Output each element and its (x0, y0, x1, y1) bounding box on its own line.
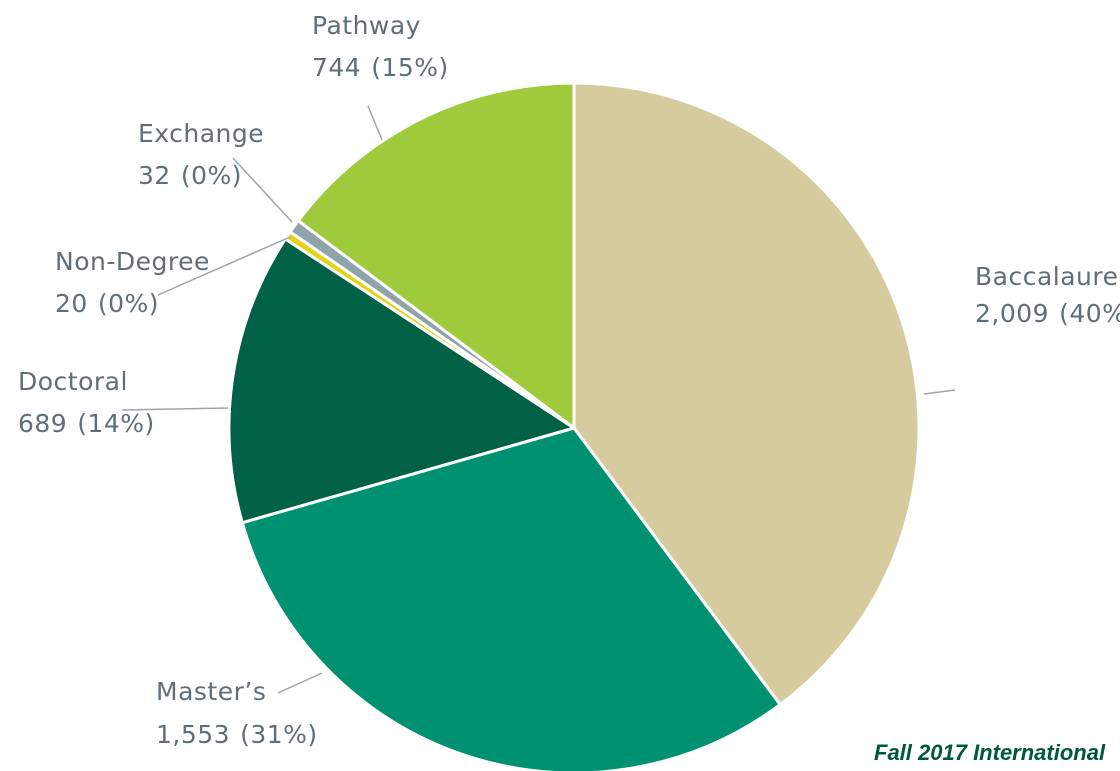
slice-value-percent: (0%) (98, 289, 159, 318)
slice-value-exchange: 32 (0%) (138, 161, 242, 190)
slice-label-exchange: Exchange (138, 119, 264, 148)
leader-lines (121, 105, 956, 694)
slice-value-doctoral: 689 (14%) (18, 409, 155, 438)
pie-slice-pathway (296, 81, 576, 430)
leader-line-pathway (367, 105, 383, 141)
slice-value-non-degree: 20 (0%) (55, 289, 159, 318)
slice-value-percent: (31%) (240, 720, 318, 749)
pie-slice-master-s (240, 426, 782, 771)
slice-value-percent: (15%) (371, 53, 449, 82)
slice-value-number: 32 (138, 161, 171, 190)
leader-line-exchange (232, 157, 293, 223)
slice-value-number: 2,009 (975, 299, 1049, 328)
leader-line-master-s (277, 672, 323, 694)
slice-label-master-s: Master’s (156, 677, 266, 706)
slice-value-number: 689 (18, 409, 67, 438)
slice-value-number: 20 (55, 289, 88, 318)
slice-value-percent: (14%) (77, 409, 155, 438)
slice-labels: Baccalaureate 2,009 (40%) Master’s 1,553 (31%… (18, 11, 1120, 749)
leader-line-non-degree (157, 236, 291, 296)
leader-line-doctoral (121, 407, 229, 411)
slice-value-percent: (0%) (181, 161, 242, 190)
chart-caption: Fall 2017 International (874, 740, 1106, 765)
slice-value-pathway: 744 (15%) (312, 53, 449, 82)
pie-slices (227, 81, 921, 771)
slice-label-pathway: Pathway (312, 11, 421, 40)
leader-line-baccalaureate (923, 389, 956, 395)
slice-label-doctoral: Doctoral (18, 367, 128, 396)
slice-value-baccalaureate: 2,009 (40%) (975, 299, 1120, 328)
slice-value-number: 1,553 (156, 720, 230, 749)
slice-label-non-degree: Non-Degree (55, 247, 210, 276)
slice-value-percent: (40%) (1059, 299, 1120, 328)
slice-label-baccalaureate: Baccalaureate (975, 262, 1120, 291)
pie-slice-doctoral (227, 237, 576, 525)
slice-value-master-s: 1,553 (31%) (156, 720, 318, 749)
slice-value-number: 744 (312, 53, 361, 82)
pie-slice-baccalaureate (572, 81, 921, 707)
